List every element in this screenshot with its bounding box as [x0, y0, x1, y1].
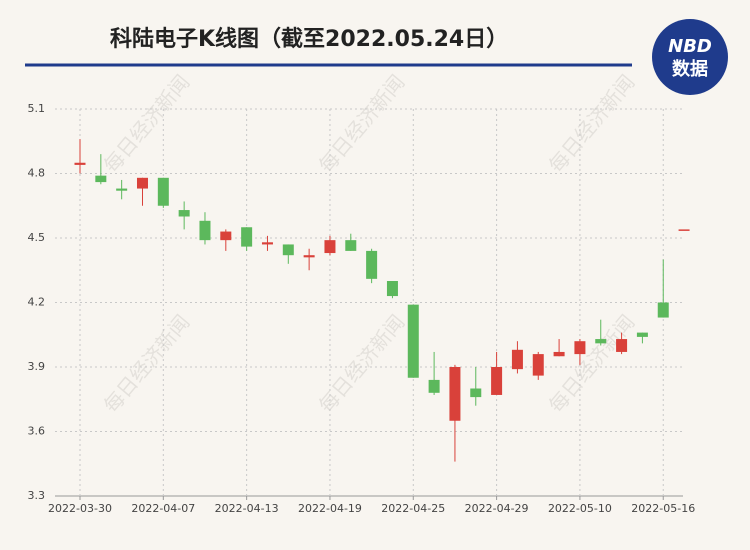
candle-body [199, 220, 211, 241]
candle-body [178, 210, 190, 217]
candle-body [678, 229, 690, 231]
candle-body [386, 281, 398, 297]
x-tick-label: 2022-04-07 [131, 502, 195, 515]
candle-body [95, 175, 107, 183]
y-tick-label: 3.3 [28, 489, 46, 502]
plot: 3.3 3.6 3.9 4.2 4.5 4.8 5.1 2022-03-30 2022-04-0… [28, 102, 696, 515]
candle-body [511, 349, 523, 370]
x-tick-label: 2022-04-19 [298, 502, 362, 515]
candle-body [657, 302, 669, 318]
candle-body [595, 339, 607, 344]
logo [652, 19, 728, 95]
candle-body [449, 367, 461, 421]
candle-body [470, 388, 482, 398]
candle-body [574, 341, 586, 355]
candle-body [428, 379, 440, 393]
candle-body [366, 250, 378, 279]
candle-body [553, 351, 565, 357]
candle-body [157, 177, 169, 206]
candle-body [345, 240, 357, 251]
candle-body [532, 354, 544, 376]
x-tick-label: 2022-03-30 [48, 502, 112, 515]
candle-body [136, 177, 148, 189]
candle-body [116, 188, 128, 191]
candle-body [241, 227, 253, 247]
x-tick-label: 2022-05-10 [548, 502, 612, 515]
y-tick-label: 4.8 [28, 167, 46, 180]
y-tick-label: 3.6 [28, 425, 46, 438]
candle-body [220, 231, 232, 241]
x-tick-label: 2022-04-29 [465, 502, 529, 515]
candle-body [616, 339, 628, 352]
candle-body [74, 162, 86, 165]
candle-body [261, 242, 273, 245]
x-tick-label: 2022-04-25 [381, 502, 445, 515]
x-tick-label: 2022-05-16 [631, 502, 695, 515]
logo-top: NBD [668, 36, 712, 57]
candle-body [282, 244, 294, 256]
candle-body [407, 304, 419, 378]
y-tick-label: 5.1 [28, 102, 46, 115]
y-tick-label: 3.9 [28, 360, 46, 373]
candle-body [636, 332, 648, 337]
candle-body [303, 255, 315, 258]
y-tick-label: 4.2 [28, 296, 46, 309]
y-tick-label: 4.5 [28, 231, 46, 244]
logo-bottom: 数据 [672, 58, 708, 80]
candle-body [491, 367, 503, 395]
chart-title: 科陆电子K线图（截至2022.05.24日） [110, 26, 508, 52]
x-tick-label: 2022-04-13 [215, 502, 279, 515]
candle-body [324, 240, 336, 254]
